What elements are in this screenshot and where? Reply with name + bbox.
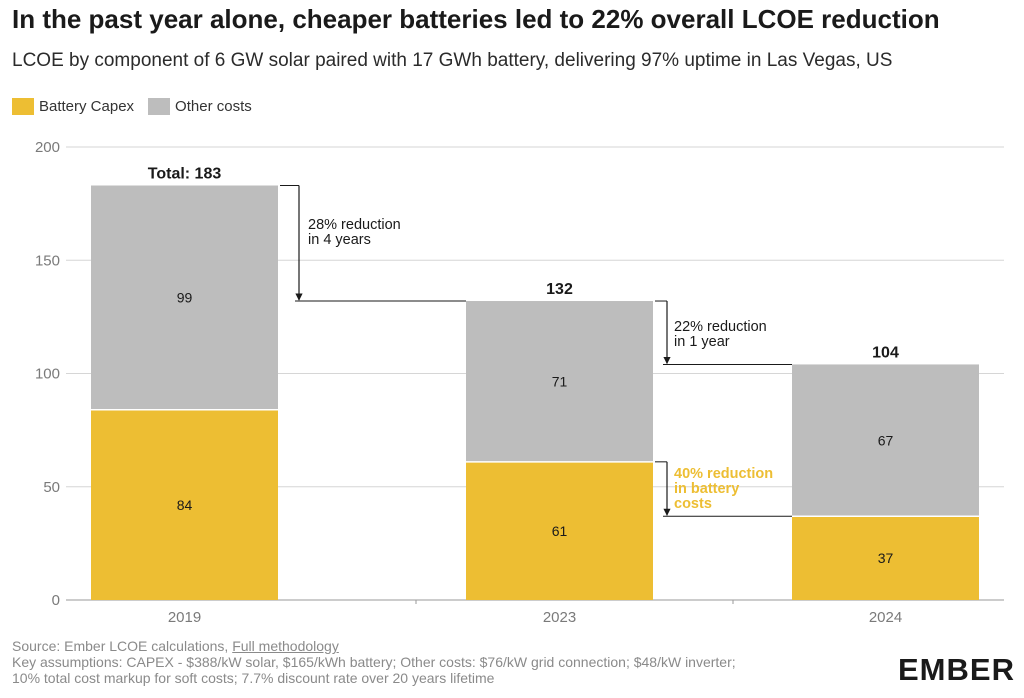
bar-other-costs bbox=[792, 364, 979, 517]
legend-label-other-costs: Other costs bbox=[175, 98, 252, 115]
total-label: 104 bbox=[872, 344, 899, 361]
stacked-bar-chart: 0 50 100 150 200 84 99 Total: 183 2019 61 71 132 202… bbox=[35, 139, 1004, 626]
bar-battery-capex bbox=[466, 461, 653, 600]
ember-logo: EMBER bbox=[898, 652, 1015, 687]
source-text: Source: Ember LCOE calculations, bbox=[12, 638, 233, 654]
data-label: 99 bbox=[177, 290, 193, 306]
data-label: 71 bbox=[552, 373, 568, 389]
annotation-text: in 1 year bbox=[674, 334, 730, 350]
y-tick-label: 200 bbox=[35, 139, 60, 156]
annotation-text: 40% reduction bbox=[674, 466, 773, 482]
y-tick-label: 0 bbox=[52, 592, 60, 609]
bar-battery-capex bbox=[792, 516, 979, 600]
bar-battery-capex bbox=[91, 409, 278, 600]
bar-other-costs bbox=[466, 301, 653, 462]
data-label: 84 bbox=[177, 497, 193, 513]
chart-subtitle: LCOE by component of 6 GW solar paired w… bbox=[12, 50, 893, 71]
annotation-text: 22% reduction bbox=[674, 319, 767, 335]
chart-footer: Source: Ember LCOE calculations, Full me… bbox=[12, 638, 736, 686]
x-tick-label: 2023 bbox=[543, 609, 576, 626]
legend-item-other-costs: Other costs bbox=[148, 98, 252, 115]
data-label: 37 bbox=[878, 550, 894, 566]
x-tick-label: 2019 bbox=[168, 609, 201, 626]
legend-item-battery-capex: Battery Capex bbox=[12, 98, 134, 115]
x-tick-label: 2024 bbox=[869, 609, 902, 626]
annotation-text: 28% reduction bbox=[308, 217, 401, 233]
data-label: 67 bbox=[878, 432, 894, 448]
assumptions-line-1: Key assumptions: CAPEX - $388/kW solar, … bbox=[12, 654, 736, 670]
y-tick-label: 150 bbox=[35, 252, 60, 269]
total-label: 132 bbox=[546, 281, 573, 298]
bar-other-costs bbox=[91, 185, 278, 410]
chart-title: In the past year alone, cheaper batterie… bbox=[12, 4, 940, 34]
source-line: Source: Ember LCOE calculations, Full me… bbox=[12, 638, 736, 654]
assumptions-line-2: 10% total cost markup for soft costs; 7.… bbox=[12, 670, 495, 686]
legend-swatch-other-costs bbox=[148, 98, 171, 115]
methodology-link[interactable]: Full methodology bbox=[232, 638, 339, 654]
total-label: Total: 183 bbox=[148, 166, 222, 183]
y-tick-label: 100 bbox=[35, 366, 60, 383]
y-tick-label: 50 bbox=[43, 479, 60, 496]
legend-swatch-battery-capex bbox=[12, 98, 34, 115]
annotation-text: in 4 years bbox=[308, 232, 371, 248]
annotation-text: costs bbox=[674, 496, 712, 512]
legend-label-battery-capex: Battery Capex bbox=[39, 98, 135, 115]
legend: Battery Capex Other costs bbox=[12, 98, 266, 115]
annotation-text: in battery bbox=[674, 481, 739, 497]
data-label: 61 bbox=[552, 523, 568, 539]
